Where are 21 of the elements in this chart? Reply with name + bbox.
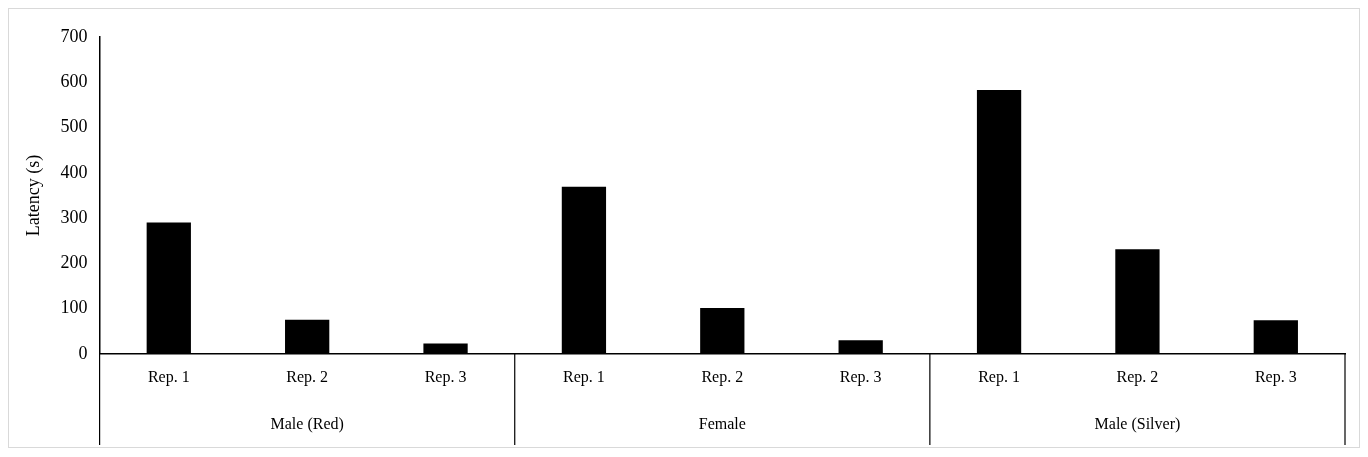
y-tick-label: 200 — [60, 252, 88, 273]
y-tick-label: 600 — [60, 70, 88, 91]
x-tick-label: Rep. 1 — [978, 367, 1020, 386]
y-tick-label: 500 — [60, 116, 88, 137]
y-tick-label: 100 — [60, 297, 88, 318]
x-tick-label: Rep. 2 — [286, 367, 329, 386]
text: Female — [698, 415, 746, 433]
x-tick-label: Rep. 2 — [1116, 367, 1159, 386]
x-tick-label: Rep. 1 — [147, 367, 190, 386]
x-tick-label: Rep. 3 — [1254, 367, 1297, 386]
y-tick-label: 0 — [78, 342, 88, 363]
y-tick-label: 400 — [60, 161, 88, 182]
x-tick-label: Rep. 2 — [701, 367, 744, 386]
y-tick-label: 700 — [60, 25, 88, 46]
y-tick-label: 300 — [60, 206, 88, 227]
x-tick-label: Rep. 1 — [563, 367, 605, 386]
y-axis-title: Latency (s) — [22, 154, 44, 237]
x-tick-label: Rep. 3 — [424, 367, 467, 386]
x-tick-label: Rep. 3 — [839, 367, 882, 386]
text: Male (Silver) — [1094, 415, 1181, 434]
text: Male (Red) — [270, 415, 344, 434]
